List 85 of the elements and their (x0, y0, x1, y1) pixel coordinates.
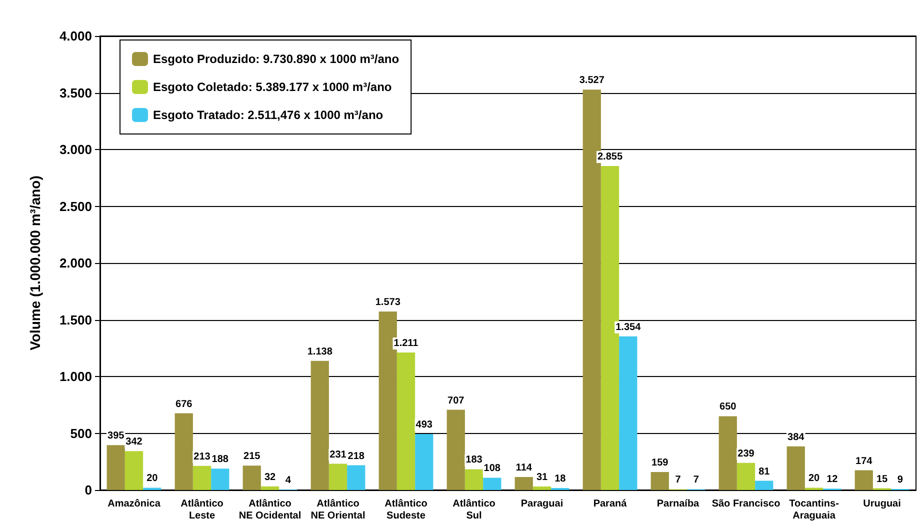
bar (619, 336, 638, 490)
bar (242, 466, 261, 490)
y-tick-label: 1.500 (59, 312, 92, 328)
data-label: 3.527 (579, 75, 605, 86)
x-tick-label: Parnaíba (656, 498, 700, 510)
x-tick-label: Uruguai (863, 498, 902, 510)
bar (650, 472, 669, 490)
x-tick-label: Paraguai (520, 498, 564, 510)
data-label: 384 (788, 432, 805, 443)
bar (514, 477, 533, 490)
bar (483, 478, 502, 490)
y-tick-label: 1.000 (59, 369, 92, 384)
y-tick-label: 4.000 (59, 28, 92, 44)
data-label: 12 (826, 474, 838, 486)
bar (174, 413, 193, 490)
bar (211, 468, 230, 490)
data-label: 1.354 (616, 322, 642, 333)
bar (328, 464, 348, 490)
y-tick-label: 3.000 (59, 142, 92, 157)
x-tick-label: Atlântico Sul (452, 498, 496, 522)
data-label: 239 (738, 448, 755, 460)
x-tick-label: Paraná (593, 498, 628, 510)
data-label: 7 (675, 474, 682, 486)
data-label: 342 (126, 436, 143, 448)
data-label: 183 (466, 454, 483, 466)
x-tick-label: Atlântico NE Oriental (310, 498, 366, 522)
bar (718, 416, 737, 490)
bar (396, 352, 416, 490)
bar (310, 360, 329, 490)
data-label: 81 (758, 466, 770, 478)
data-label: 159 (652, 457, 669, 468)
data-label: 20 (146, 473, 158, 484)
x-tick-label: Atlântico Sudeste (384, 498, 428, 522)
data-label: 31 (536, 472, 548, 483)
bar (347, 465, 366, 490)
data-label: 7 (693, 474, 700, 486)
data-label: 108 (484, 463, 501, 474)
x-tick-label: Tocantins- Araguaia (789, 498, 839, 522)
y-tick-label: 500 (70, 426, 92, 441)
bar (124, 451, 144, 490)
data-label: 1.211 (394, 338, 419, 350)
bar (446, 410, 465, 490)
data-label: 213 (194, 451, 211, 462)
data-label: 1.573 (375, 296, 401, 308)
x-tick-label: Atlântico Leste (180, 498, 224, 522)
data-label: 215 (244, 451, 261, 462)
data-label: 218 (348, 450, 365, 462)
legend-label: Esgoto Produzido: 9.730.890 x 1000 m³/ano (153, 52, 400, 66)
bar (106, 445, 125, 490)
x-tick-label: São Francisco (712, 498, 780, 510)
data-label: 32 (264, 472, 276, 483)
bar (415, 434, 434, 490)
y-axis-title: Volume (1.000.000 m³/ano) (27, 176, 43, 350)
y-tick-label: 0 (84, 482, 92, 498)
data-label: 231 (330, 449, 347, 460)
data-label: 493 (416, 420, 433, 431)
x-tick-label: Atlântico NE Ocidental (238, 498, 302, 522)
y-tick-label: 3.500 (59, 85, 92, 100)
bar (532, 486, 552, 490)
data-label: 18 (554, 473, 566, 484)
data-label: 707 (448, 395, 465, 406)
data-label: 114 (516, 462, 532, 474)
x-tick-label: Amazônica (108, 498, 161, 510)
data-label: 676 (176, 398, 193, 410)
data-label: 4 (285, 475, 292, 486)
bar (192, 466, 212, 490)
data-label: 2.855 (597, 151, 623, 162)
bar (786, 446, 805, 490)
data-label: 650 (720, 402, 737, 413)
data-label: 9 (897, 474, 904, 486)
bar (755, 480, 774, 490)
data-label: 15 (876, 474, 888, 485)
y-tick-label: 2.000 (59, 256, 92, 270)
data-label: 174 (856, 456, 873, 467)
data-label: 395 (108, 430, 125, 442)
bar (260, 486, 280, 490)
bar (736, 462, 756, 490)
bar (464, 469, 484, 490)
y-tick-label: 2.500 (59, 198, 92, 214)
data-label: 188 (212, 454, 229, 466)
bar (854, 470, 873, 490)
legend-label: Esgoto Coletado: 5.389.177 x 1000 m³/ano (153, 80, 392, 94)
data-label: 1.138 (307, 346, 333, 358)
data-label: 20 (808, 473, 820, 484)
legend-label: Esgoto Tratado: 2.511,476 x 1000 m³/ano (153, 108, 384, 122)
